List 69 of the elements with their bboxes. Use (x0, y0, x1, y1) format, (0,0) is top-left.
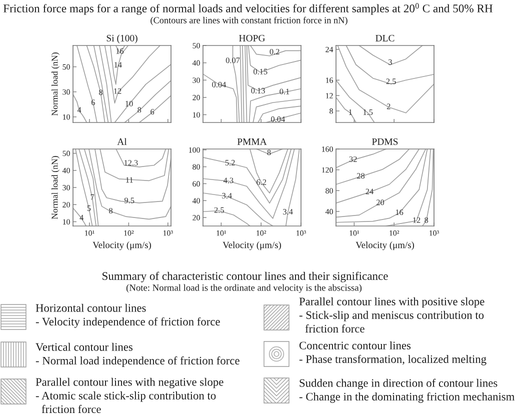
text: Parallel contour lines with negative slope (36, 378, 224, 388)
text: - Stick-slip and meniscus contribution to friction force (299, 310, 484, 333)
annotation: 0.15 (254, 68, 268, 74)
annotation: 28 (357, 173, 365, 179)
chart-title: PMMA (237, 138, 267, 145)
annotation: 12 (114, 88, 122, 94)
annotation: 8 (99, 90, 102, 96)
text: Friction force maps for a range of normal loads and velocities for different samples at 20$^{0}$ C and 50% RH (3, 3, 493, 15)
annotation: 7 (90, 194, 94, 200)
annotation: 10 (126, 100, 133, 106)
text: Sudden change in direction of contour lines (300, 378, 498, 390)
annotation: 5.2 (225, 160, 235, 166)
annotation: 12 (413, 217, 420, 223)
annotation: 6.2 (256, 179, 266, 185)
chart-title: Si (100) (106, 34, 138, 44)
annotation: 0.13 (251, 88, 265, 94)
annotation: 16 (396, 210, 404, 216)
text: (Contours are lines with constant friction force in nN) (150, 16, 348, 26)
annotation: 1.5 (363, 109, 373, 115)
annotation: 1 (349, 109, 352, 115)
annotation: 3.4 (283, 209, 293, 215)
text: - Change in the dominating friction mechanism (299, 392, 515, 403)
text: Summary of characteristic contour lines and their significance (102, 272, 388, 282)
annotation: 2.5 (386, 78, 396, 84)
chart-title: HOPG (239, 34, 265, 42)
annotation: 8 (267, 150, 271, 156)
annotation: 14 (114, 62, 122, 68)
annotation: 4.3 (223, 178, 234, 184)
annotation: 3.4 (222, 192, 232, 198)
text: Horizontal contour lines (36, 304, 146, 312)
annotation: 32 (349, 156, 357, 162)
annotation: 24 (366, 188, 374, 194)
annotation: 3 (388, 59, 392, 65)
text: - Phase transformation, localized melting (299, 354, 486, 366)
annotation: 20 (376, 200, 384, 206)
annotation: 2.5 (214, 207, 224, 213)
chart-title: Al (117, 138, 127, 145)
annotation: 8 (138, 107, 142, 113)
annotation: 11 (126, 177, 133, 183)
chart-title: PDMS (372, 138, 398, 145)
text: Parallel contour lines with positive slope (299, 297, 484, 308)
annotation: 0.07 (226, 58, 240, 64)
annotation: 0.04 (212, 82, 226, 88)
annotation: 2 (386, 104, 390, 110)
annotation: 8 (109, 208, 113, 214)
x-axis-title: Velocity (μm/s) (92, 242, 151, 250)
text: Vertical contour lines (36, 342, 132, 351)
annotation: 4 (77, 107, 82, 113)
annotation: 0.1 (280, 88, 290, 94)
y-axis-title: Normal load (nN) (51, 156, 60, 220)
text: - Atomic scale stick-slip contribution to friction force (36, 391, 216, 414)
annotation: 9.5 (124, 198, 134, 204)
text: (Note: Normal load is the ordinate and velocity is the abscissa) (126, 284, 362, 293)
x-axis-title: Velocity (μm/s) (356, 242, 414, 250)
annotation: 16 (116, 48, 124, 54)
chart-title: DLC (376, 34, 394, 42)
annotation: 0.2 (270, 48, 280, 55)
annotation: 8 (424, 217, 428, 223)
annotation: 4 (80, 214, 84, 220)
annotation: 5 (87, 205, 91, 211)
text: Concentric contour lines (299, 341, 411, 350)
annotation: 6 (150, 109, 154, 115)
text: - Velocity independence of friction force (36, 317, 220, 328)
annotation: 12.3 (124, 160, 138, 166)
text: - Normal load independence of friction force (36, 356, 240, 367)
y-axis-title: Normal load (nN) (51, 52, 60, 116)
annotation: 0.04 (271, 116, 285, 122)
annotation: 6 (91, 100, 95, 106)
x-axis-title: Velocity (μm/s) (222, 242, 281, 250)
